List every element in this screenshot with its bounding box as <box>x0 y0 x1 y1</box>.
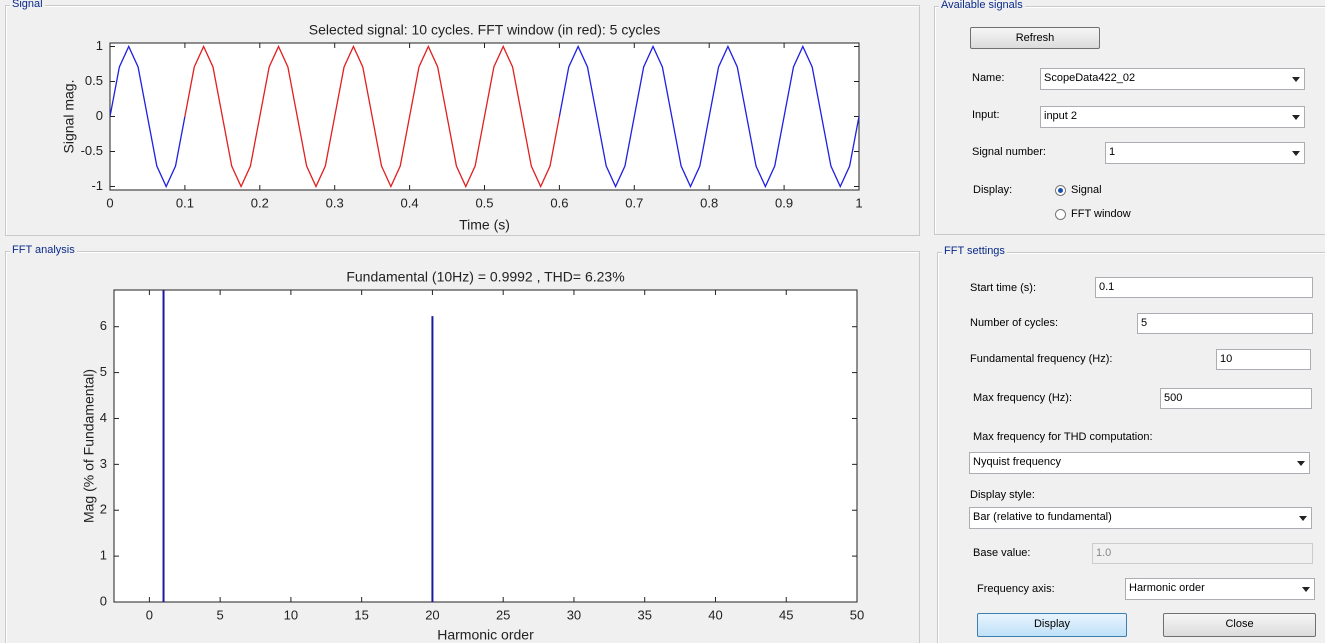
x-tick-label: 0.9 <box>775 195 793 210</box>
radio-label: Signal <box>1071 184 1102 196</box>
x-tick-label: 10 <box>284 607 298 622</box>
x-tick-label: 30 <box>567 607 581 622</box>
y-tick-label: 2 <box>100 502 107 517</box>
label: Input: <box>972 109 1000 121</box>
available-signals-panel: Available signals <box>934 0 1325 235</box>
max-freq-input[interactable]: 500 <box>1160 388 1312 409</box>
panel-title: Available signals <box>939 0 1025 11</box>
signal-panel: Signal <box>5 0 920 236</box>
cycles-input[interactable]: 5 <box>1137 313 1313 334</box>
x-tick-label: 50 <box>850 607 864 622</box>
refresh-button[interactable]: Refresh <box>970 27 1100 49</box>
chart-title: Selected signal: 10 cycles. FFT window (… <box>309 22 660 38</box>
plot-area <box>113 289 858 603</box>
marks <box>110 44 859 189</box>
harmonic-bar <box>162 290 165 602</box>
harmonic-bar <box>431 316 434 602</box>
x-tick-label: 25 <box>496 607 510 622</box>
fft-settings-panel: FFT settings <box>937 245 1325 643</box>
y-tick-label: 1 <box>96 38 103 53</box>
x-axis-label: Harmonic order <box>437 627 534 643</box>
y-tick-label: 3 <box>100 456 107 471</box>
x-tick-label: 40 <box>708 607 722 622</box>
label: Frequency axis: <box>977 583 1055 595</box>
display-style-dropdown[interactable]: Bar (relative to fundamental) <box>969 507 1312 529</box>
y-tick-label: 5 <box>100 364 107 379</box>
signal-line <box>110 44 859 189</box>
y-tick-label: 0.5 <box>85 73 103 88</box>
label: Start time (s): <box>970 282 1037 294</box>
y-tick-label: 4 <box>100 410 107 425</box>
x-tick-label: 45 <box>779 607 793 622</box>
signal-line <box>184 44 561 189</box>
base-value-input: 1.0 <box>1092 543 1313 564</box>
name-dropdown[interactable]: ScopeData422_02 <box>1040 68 1305 90</box>
label: Base value: <box>973 547 1031 559</box>
panel-title: FFT settings <box>942 245 1007 257</box>
x-tick-label: 0.4 <box>401 195 419 210</box>
y-tick-label: 0 <box>100 593 107 608</box>
x-tick-label: 0.8 <box>700 195 718 210</box>
radio-signal[interactable] <box>1055 185 1066 196</box>
freq-axis-dropdown[interactable]: Harmonic order <box>1125 578 1315 600</box>
x-tick-label: 1 <box>855 195 862 210</box>
label: Number of cycles: <box>970 317 1059 329</box>
x-tick-label: 5 <box>217 607 224 622</box>
x-tick-label: 20 <box>425 607 439 622</box>
label: Max frequency (Hz): <box>973 392 1073 404</box>
y-axis-label: Signal mag. <box>61 80 77 154</box>
label: Max frequency for THD computation: <box>973 431 1153 443</box>
y-tick-label: 1 <box>100 548 107 563</box>
y-tick-label: -0.5 <box>81 143 103 158</box>
start-time-input[interactable]: 0.1 <box>1095 277 1313 298</box>
x-tick-label: 0.7 <box>625 195 643 210</box>
panel-title: FFT analysis <box>10 244 77 256</box>
label: Signal number: <box>972 146 1046 158</box>
input-dropdown[interactable]: input 2 <box>1040 106 1305 128</box>
label: Fundamental frequency (Hz): <box>970 353 1113 365</box>
display-button[interactable]: Display <box>977 613 1127 637</box>
panel-title: Signal <box>10 0 45 10</box>
label: Display: <box>973 184 1013 196</box>
x-tick-label: 0.2 <box>251 195 269 210</box>
x-tick-label: 0 <box>106 195 113 210</box>
fundamental-input[interactable]: 10 <box>1216 349 1311 370</box>
radio-label: FFT window <box>1071 208 1131 220</box>
marks <box>162 290 434 602</box>
y-tick-label: 6 <box>100 318 107 333</box>
close-button[interactable]: Close <box>1163 613 1316 637</box>
x-tick-label: 0 <box>146 607 153 622</box>
radio-fft-window[interactable] <box>1055 209 1066 220</box>
thd-dropdown[interactable]: Nyquist frequency <box>969 452 1310 474</box>
signal-number-dropdown[interactable]: 1 <box>1105 142 1305 164</box>
x-axis-label: Time (s) <box>459 217 510 233</box>
y-tick-label: 0 <box>96 108 103 123</box>
x-tick-label: 35 <box>637 607 651 622</box>
x-tick-label: 0.5 <box>475 195 493 210</box>
x-tick-label: 15 <box>354 607 368 622</box>
label: Display style: <box>970 489 1035 501</box>
x-tick-label: 0.3 <box>326 195 344 210</box>
label: Name: <box>972 72 1005 84</box>
y-tick-label: -1 <box>91 178 103 193</box>
y-axis-label: Mag (% of Fundamental) <box>81 369 97 523</box>
x-tick-label: 0.1 <box>176 195 194 210</box>
fft-analysis-panel: FFT analysis <box>5 244 920 643</box>
x-tick-label: 0.6 <box>550 195 568 210</box>
chart-title: Fundamental (10Hz) = 0.9992 , THD= 6.23% <box>346 269 624 285</box>
